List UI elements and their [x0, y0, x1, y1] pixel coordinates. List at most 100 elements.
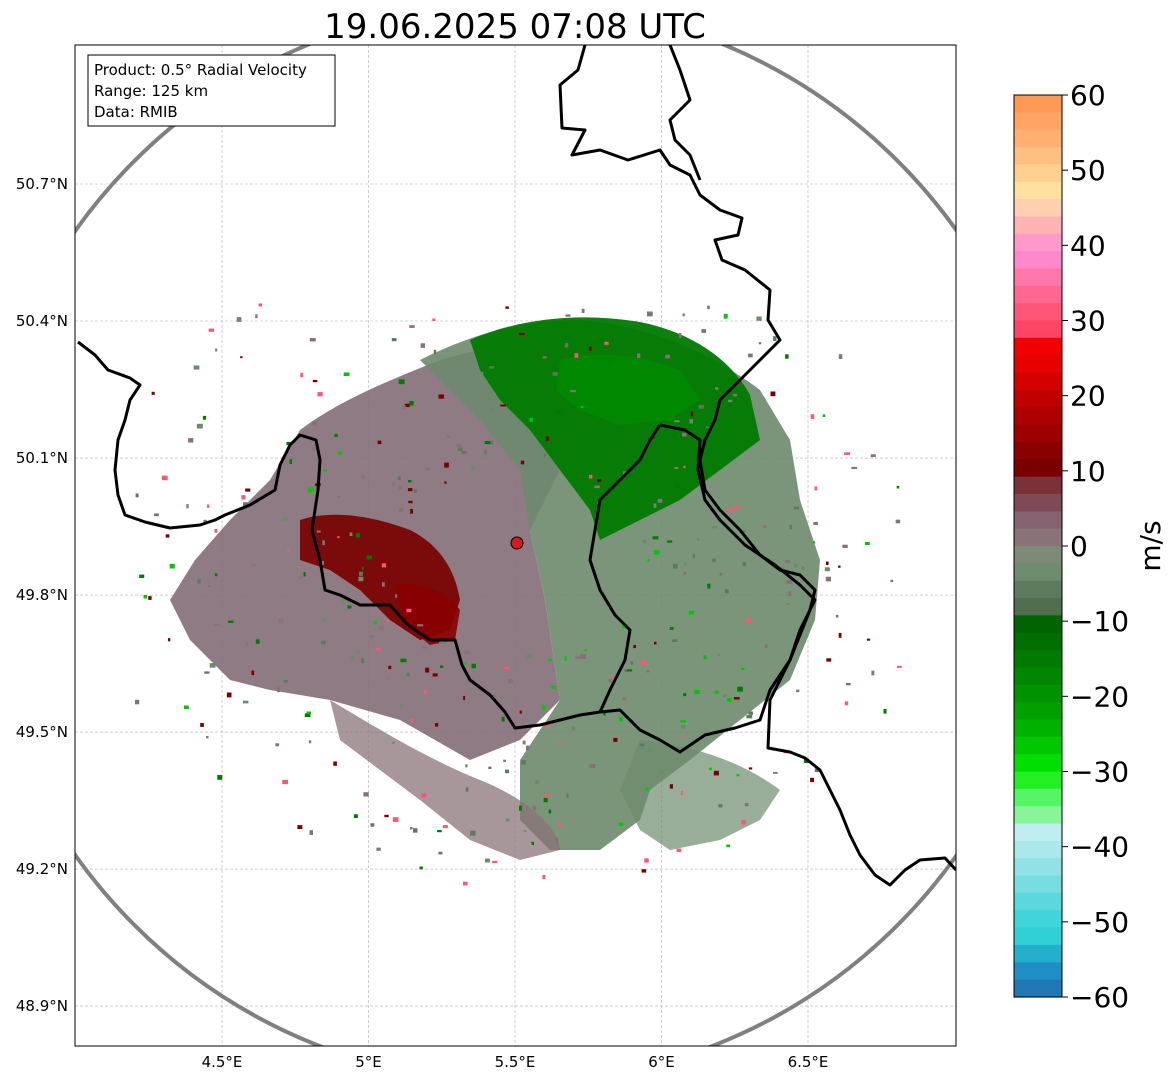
echo-speckle	[408, 480, 412, 483]
echo-speckle	[153, 513, 159, 517]
colorbar-swatch	[1014, 511, 1062, 530]
echo-speckle	[519, 333, 525, 336]
echo-speckle	[570, 390, 576, 393]
echo-speckle	[763, 525, 767, 529]
echo-speckle	[168, 638, 171, 642]
echo-speckle	[135, 493, 139, 498]
echo-speckle	[309, 830, 313, 835]
echo-speckle	[275, 743, 280, 747]
echo-speckle	[551, 685, 556, 689]
colorbar-swatch	[1014, 840, 1062, 859]
border-luxembourg	[77, 340, 817, 754]
echo-speckle	[681, 734, 683, 738]
echo-speckle	[309, 338, 316, 342]
echo-speckle	[681, 725, 686, 729]
echo-speckle	[613, 737, 618, 742]
echo-speckle	[391, 482, 395, 486]
colorbar-swatch	[1014, 823, 1062, 842]
echo-speckle	[690, 411, 694, 417]
echo-speckle	[258, 303, 262, 307]
echo-speckle	[639, 743, 645, 747]
echo-speckle	[519, 805, 522, 811]
colorbar-swatch	[1014, 285, 1062, 304]
echo-speckle	[410, 718, 414, 722]
echo-speckle	[321, 560, 325, 565]
lon-tick-label: 5°E	[355, 1053, 382, 1071]
echo-speckle	[531, 841, 534, 845]
echo-speckle	[401, 405, 406, 410]
echo-speckle	[897, 665, 902, 668]
echo-speckle	[764, 644, 768, 649]
echo-speckle	[395, 594, 398, 598]
echo-speckle	[786, 603, 790, 606]
echo-speckle	[813, 521, 818, 526]
colorbar-tick-label: −60	[1070, 981, 1129, 1014]
echo-speckle	[801, 566, 805, 570]
radar-site-marker	[510, 536, 524, 550]
echo-speckle	[640, 660, 646, 666]
echo-speckle	[373, 620, 377, 625]
echo-speckle	[657, 498, 663, 503]
echo-speckle	[557, 823, 562, 826]
echo-speckle	[826, 658, 832, 662]
echo-speckle	[277, 687, 280, 693]
echo-speckle	[408, 500, 413, 504]
echo-speckle	[580, 654, 587, 660]
colorbar-swatch	[1014, 268, 1062, 287]
echo-speckle	[743, 530, 746, 533]
echo-speckle	[644, 858, 649, 863]
echo-speckle	[359, 571, 363, 576]
echo-speckle	[341, 598, 347, 603]
colorbar-swatch	[1014, 858, 1062, 877]
echo-speckle	[203, 519, 207, 523]
echo-speckle	[465, 787, 469, 792]
echo-speckle	[683, 693, 687, 697]
echo-speckle	[308, 487, 315, 493]
echo-speckle	[835, 614, 839, 618]
echo-speckle	[698, 405, 704, 409]
echo-speckle	[637, 353, 641, 358]
echo-speckle	[215, 348, 218, 352]
echo-speckle	[787, 591, 792, 597]
echo-speckle	[669, 627, 674, 630]
echo-speckle	[883, 708, 887, 714]
colorbar-swatch	[1014, 493, 1062, 512]
echo-speckle	[463, 695, 466, 700]
echo-speckle	[544, 793, 549, 799]
echo-speckle	[544, 453, 547, 457]
echo-speckle	[896, 485, 900, 489]
echo-speckle	[580, 406, 584, 408]
echo-speckle	[306, 711, 311, 715]
echo-speckle	[300, 372, 304, 378]
echo-speckle	[794, 563, 798, 568]
echo-speckle	[432, 318, 436, 322]
echo-speckle	[796, 689, 800, 693]
colorbar-swatch	[1014, 389, 1062, 408]
echo-speckle	[505, 306, 509, 309]
echo-speckle	[611, 675, 617, 679]
echo-speckle	[871, 670, 875, 676]
echo-speckle	[812, 541, 815, 544]
echo-speckle	[303, 572, 306, 577]
colorbar-tick-label: −20	[1070, 680, 1129, 713]
echo-speckle	[236, 317, 242, 322]
echo-speckle	[673, 563, 678, 569]
echo-speckle	[618, 822, 624, 827]
echo-speckle	[346, 590, 351, 594]
colorbar-swatch	[1014, 337, 1062, 356]
echo-speckle	[589, 346, 592, 351]
lat-tick-label: 48.9°N	[16, 997, 68, 1015]
lat-tick-label: 50.1°N	[16, 449, 68, 467]
echo-speckle	[604, 341, 609, 345]
echo-speckle	[603, 711, 606, 716]
echo-speckle	[433, 349, 437, 355]
echo-speckle	[546, 722, 550, 728]
echo-speckle	[370, 635, 374, 638]
echo-speckle	[312, 379, 318, 383]
echo-speckle	[410, 508, 413, 514]
echo-speckle	[647, 311, 653, 317]
echo-speckle	[785, 354, 789, 359]
echo-speckle	[404, 403, 410, 408]
echo-speckle	[255, 639, 260, 644]
echo-speckle	[895, 519, 901, 524]
